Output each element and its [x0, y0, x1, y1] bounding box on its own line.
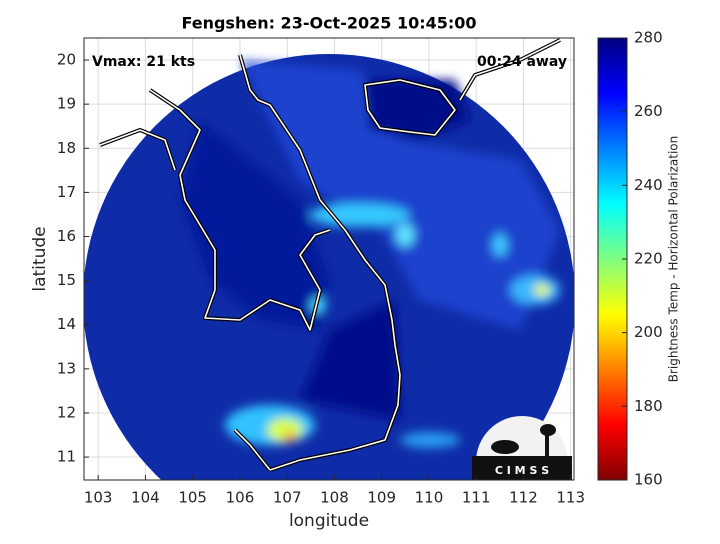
y-tick-label: 19	[57, 95, 76, 113]
x-tick-label: 105	[178, 489, 207, 507]
y-tick-label: 18	[57, 139, 76, 157]
colorbar-tick-label: 220	[634, 250, 663, 268]
x-axis-label: longitude	[289, 511, 369, 531]
colorbar-tick-label: 240	[634, 176, 663, 194]
x-tick-label: 109	[367, 489, 396, 507]
coastlines	[99, 38, 561, 472]
chart-title: Fengshen: 23-Oct-2025 10:45:00	[181, 14, 476, 33]
colorbar-label: Brightness Temp - Horizontal Polarizatio…	[667, 136, 681, 383]
y-axis-label: latitude	[30, 226, 50, 291]
cimss-logo: C I M S S	[472, 416, 572, 480]
colorbar-tick-label: 160	[634, 471, 663, 489]
x-tick-label: 103	[84, 489, 113, 507]
x-tick-label: 110	[415, 489, 444, 507]
annotation: Vmax: 21 kts	[92, 54, 195, 70]
logo-text: C I M S S	[495, 464, 549, 477]
y-tick-label: 15	[57, 271, 76, 289]
colorbar-tick-label: 200	[634, 323, 663, 341]
y-tick-label: 17	[57, 183, 76, 201]
x-tick-label: 104	[131, 489, 160, 507]
y-tick-label: 12	[57, 403, 76, 421]
colorbar-tick-label: 180	[634, 397, 663, 415]
colorbar-tick-label: 280	[634, 29, 663, 47]
x-tick-label: 106	[226, 489, 255, 507]
y-tick-label: 14	[57, 315, 76, 333]
x-tick-label: 107	[273, 489, 302, 507]
y-tick-label: 20	[57, 51, 76, 69]
x-tick-label: 112	[509, 489, 538, 507]
y-tick-label: 13	[57, 359, 76, 377]
satellite-swath: C I M S S	[84, 38, 574, 480]
x-tick-label: 111	[462, 489, 491, 507]
annotation: 00:24 away	[477, 54, 567, 70]
x-tick-label: 108	[320, 489, 349, 507]
axes-frame	[83, 37, 575, 481]
y-tick-label: 16	[57, 227, 76, 245]
y-tick-label: 11	[57, 448, 76, 466]
colorbar-tick-label: 260	[634, 102, 663, 120]
x-tick-label: 113	[556, 489, 585, 507]
